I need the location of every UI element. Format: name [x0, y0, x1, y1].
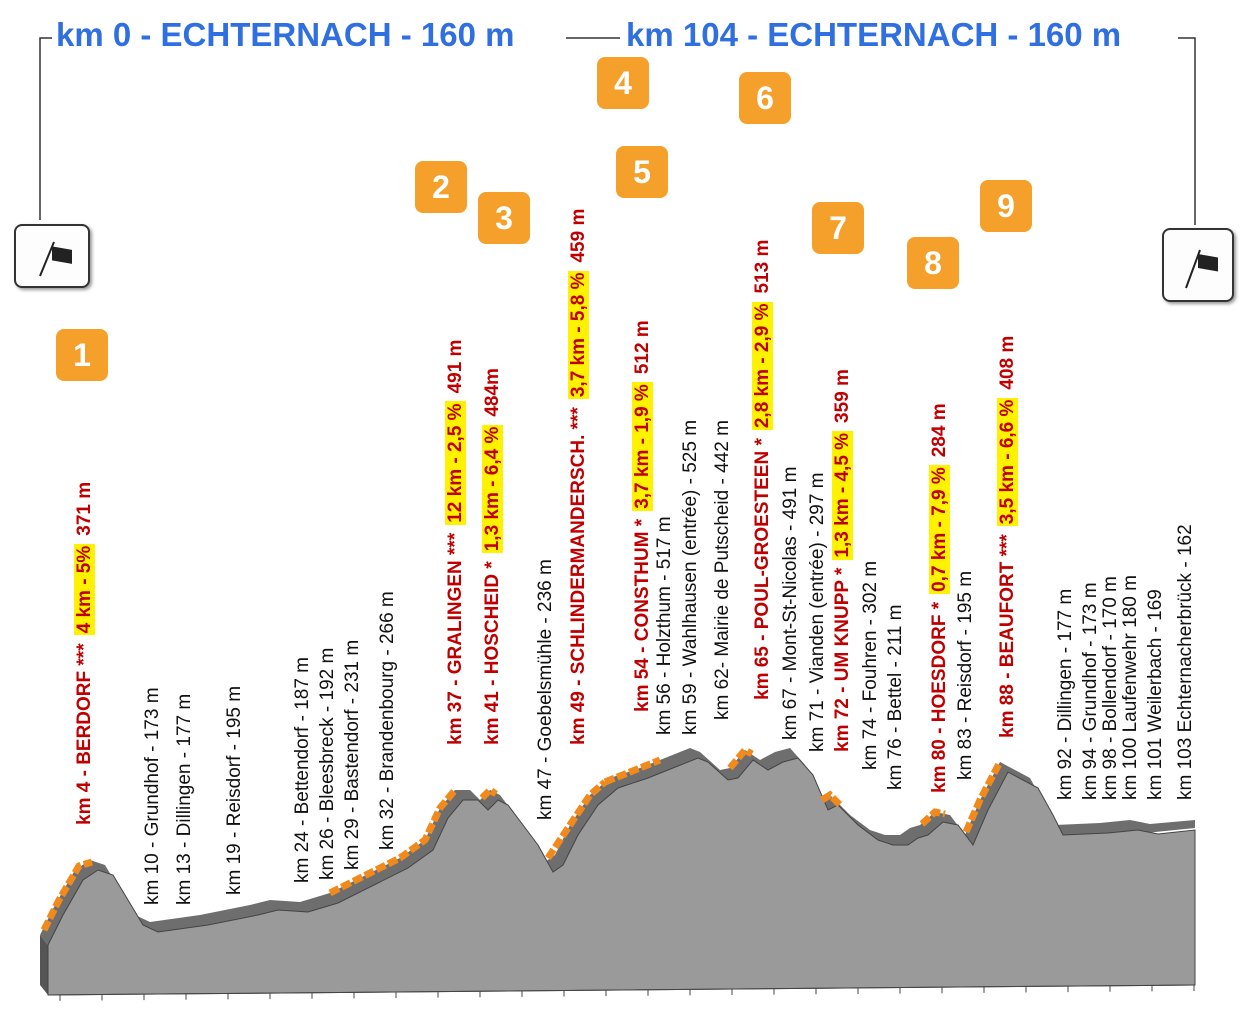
- climb-label: km 49 - SCHLINDERMANDERSCH. *** 3,7 km - …: [566, 209, 592, 745]
- start-title: km 0 - ECHTERNACH - 160 m: [56, 16, 515, 53]
- place-label: km 74 - Fouhren - 302 m: [860, 560, 881, 770]
- place-label: km 103 Echternacherbrück - 162: [1175, 524, 1196, 800]
- climb-detail: 3,7 km - 5,8 %: [568, 270, 589, 400]
- profile-front: [47, 757, 1196, 996]
- climb-badge: 5: [616, 146, 668, 198]
- climb-badge: 2: [415, 161, 467, 213]
- climb-segment: [727, 745, 754, 771]
- place-label: km 92 - Dillingen - 177 m: [1055, 588, 1076, 800]
- start-flag: [14, 224, 90, 288]
- climb-altitude: 408 m: [997, 335, 1018, 390]
- ticks: [59, 985, 1195, 1001]
- climb-name: km 4 - BERDORF ***: [74, 643, 95, 825]
- climb-badge: 9: [980, 180, 1032, 232]
- climb-detail: 3,7 km - 1,9 %: [632, 382, 653, 511]
- frame-line: [1178, 37, 1196, 225]
- profile-side: [40, 935, 48, 995]
- climb-segment: [962, 760, 1004, 834]
- climb-badge: 7: [812, 202, 864, 254]
- finish-flag: [1162, 228, 1234, 302]
- place-label: km 62- Mairie de Putscheid - 442 m: [712, 420, 733, 720]
- climb-label: km 65 - POUL-GROESTEEN * 2,8 km - 2,9 % 51…: [750, 240, 776, 700]
- climb-label: km 4 - BERDORF *** 4 km - 5% 371 m: [72, 482, 98, 825]
- climb-name: km 37 - GRALINGEN ***: [445, 532, 466, 745]
- climb-segment: [820, 790, 843, 808]
- climb-name: km 49 - SCHLINDERMANDERSCH. ***: [568, 407, 589, 745]
- climb-detail: 1,3 km - 6,4 %: [482, 424, 503, 554]
- climb-altitude: 359 m: [832, 369, 853, 423]
- climb-badge: 3: [478, 192, 530, 244]
- climb-altitude: 513 m: [752, 239, 773, 294]
- climb-segment: [40, 858, 94, 932]
- climb-detail: 0,7 km - 7,9 %: [929, 465, 950, 594]
- place-label: km 59 - Wahlhausen (entrée) - 525 m: [680, 419, 701, 735]
- climb-detail: 2,8 km - 2,9 %: [752, 301, 773, 431]
- place-label: km 56 - Holzthum - 517 m: [654, 516, 675, 735]
- climb-label: km 37 - GRALINGEN *** 12 km - 2,5 % 491 m: [443, 340, 469, 745]
- place-label: km 47 - Goebelsmühle - 236 m: [535, 559, 556, 820]
- climb-badge: 1: [56, 329, 108, 381]
- place-label: km 100 Laufenwehr 180 m: [1120, 575, 1141, 800]
- place-label: km 10 - Grundhof - 173 m: [142, 687, 163, 905]
- place-label: km 67 - Mont-St-Nicolas - 491 m: [780, 466, 801, 740]
- place-label: km 26 - Bleesbreck - 192 m: [317, 647, 338, 880]
- place-label: km 76 - Bettel - 211 m: [885, 604, 906, 791]
- climb-name: km 80 - HOESDORF *: [929, 601, 950, 793]
- climb-segment: [603, 756, 662, 786]
- climb-altitude: 512 m: [632, 320, 653, 375]
- climb-segment: [545, 779, 608, 860]
- climb-altitude: 484m: [482, 368, 503, 417]
- place-label: km 83 - Reisdorf - 195 m: [955, 570, 976, 780]
- climb-detail: 12 km - 2,5 %: [445, 401, 466, 525]
- climb-segment: [919, 808, 946, 827]
- climb-name: km 72 - UM KNUPP *: [832, 567, 853, 752]
- place-label: km 19 - Reisdorf - 195 m: [224, 685, 245, 895]
- climb-name: km 41 - HOSCHEID *: [482, 561, 503, 745]
- climb-segment: [328, 787, 458, 897]
- climb-label: km 41 - HOSCHEID * 1,3 km - 6,4 % 484m: [480, 368, 506, 745]
- climb-badge: 4: [597, 57, 649, 109]
- climb-badge: 8: [907, 237, 959, 289]
- climb-altitude: 284 m: [929, 403, 950, 458]
- place-label: km 32 - Brandenbourg - 266 m: [377, 591, 398, 850]
- place-label: km 71 - Vianden (entrée) - 297 m: [807, 472, 828, 752]
- flag-icon: [1185, 249, 1218, 289]
- baseline: [47, 984, 1196, 996]
- climb-altitude: 491 m: [445, 339, 466, 394]
- climb-name: km 54 - CONSTHUM *: [632, 518, 653, 712]
- climb-segments: [40, 745, 1004, 932]
- climb-altitude: 371 m: [74, 481, 95, 536]
- climb-name: km 88 - BEAUFORT ***: [997, 534, 1018, 738]
- place-label: km 13 - Dillingen - 177 m: [174, 693, 195, 905]
- climb-detail: 1,3 km - 4,5 %: [832, 430, 853, 560]
- climb-altitude: 459 m: [568, 208, 589, 263]
- climb-segment: [479, 785, 498, 801]
- climb-detail: 4 km - 5%: [74, 543, 95, 636]
- finish-title: km 104 - ECHTERNACH - 160 m: [626, 16, 1122, 53]
- place-label: km 101 Weilerbach - 169: [1145, 589, 1166, 800]
- climb-label: km 72 - UM KNUPP * 1,3 km - 4,5 % 359 m: [830, 369, 856, 752]
- place-label: km 29 - Bastendorf - 231 m: [342, 639, 363, 870]
- flag-icon: [39, 241, 72, 277]
- climb-badge: 6: [739, 72, 791, 124]
- climb-name: km 65 - POUL-GROESTEEN *: [752, 438, 773, 700]
- place-label: km 24 - Bettendorf - 187 m: [292, 657, 313, 883]
- climb-detail: 3,5 km - 6,6 %: [997, 397, 1018, 527]
- climb-label: km 88 - BEAUFORT *** 3,5 km - 6,6 % 408 m: [995, 336, 1021, 738]
- climb-label: km 80 - HOESDORF * 0,7 km - 7,9 % 284 m: [927, 403, 953, 793]
- frame-line: [39, 37, 52, 220]
